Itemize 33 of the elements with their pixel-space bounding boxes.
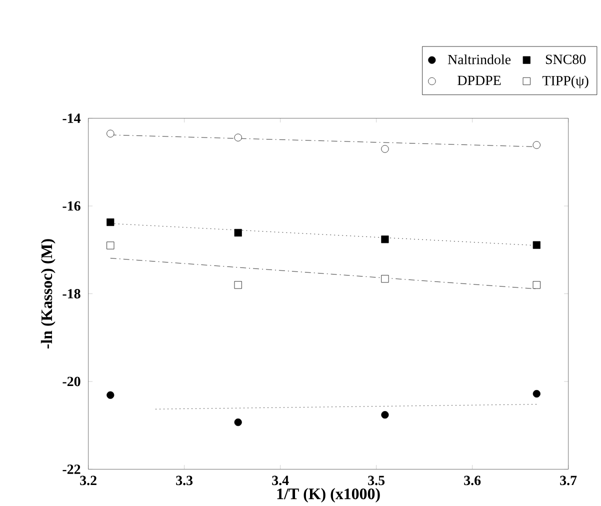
point	[381, 275, 389, 283]
x-tick-label: 3.7	[560, 476, 577, 486]
point	[532, 390, 540, 398]
point	[106, 130, 114, 138]
x-tick-label: 3.6	[464, 476, 481, 486]
point	[234, 418, 242, 426]
legend-label: DPDPE	[458, 76, 501, 86]
legend-label: SNC80	[546, 54, 586, 64]
y-tick-label: -22	[62, 464, 80, 474]
x-tick-label: 3.5	[368, 476, 385, 486]
y-tick-label: -18	[62, 289, 80, 299]
x-tick-label: 3.2	[80, 476, 96, 486]
y-tick-label: -16	[62, 201, 80, 211]
point	[381, 411, 389, 419]
legend-label: Naltrindole	[448, 54, 511, 64]
x-tick-label: 3.4	[272, 476, 289, 486]
x-tick-label: 3.3	[176, 476, 193, 486]
y-tick-label: -20	[62, 376, 80, 386]
point	[234, 134, 242, 142]
y-tick-label: -14	[62, 114, 81, 123]
point	[381, 236, 389, 244]
point	[532, 141, 540, 149]
point	[106, 391, 114, 399]
x-axis-title: 1/T (K) (x1000)	[277, 488, 380, 503]
point	[381, 145, 389, 153]
legend-label: TIPP(ψ)	[542, 76, 588, 88]
point	[106, 242, 114, 250]
point	[532, 241, 540, 249]
point	[532, 281, 540, 289]
y-axis-title: -ln (Kassoc) (M)	[40, 239, 56, 349]
point	[234, 281, 242, 289]
point	[234, 229, 242, 237]
point	[106, 218, 114, 226]
